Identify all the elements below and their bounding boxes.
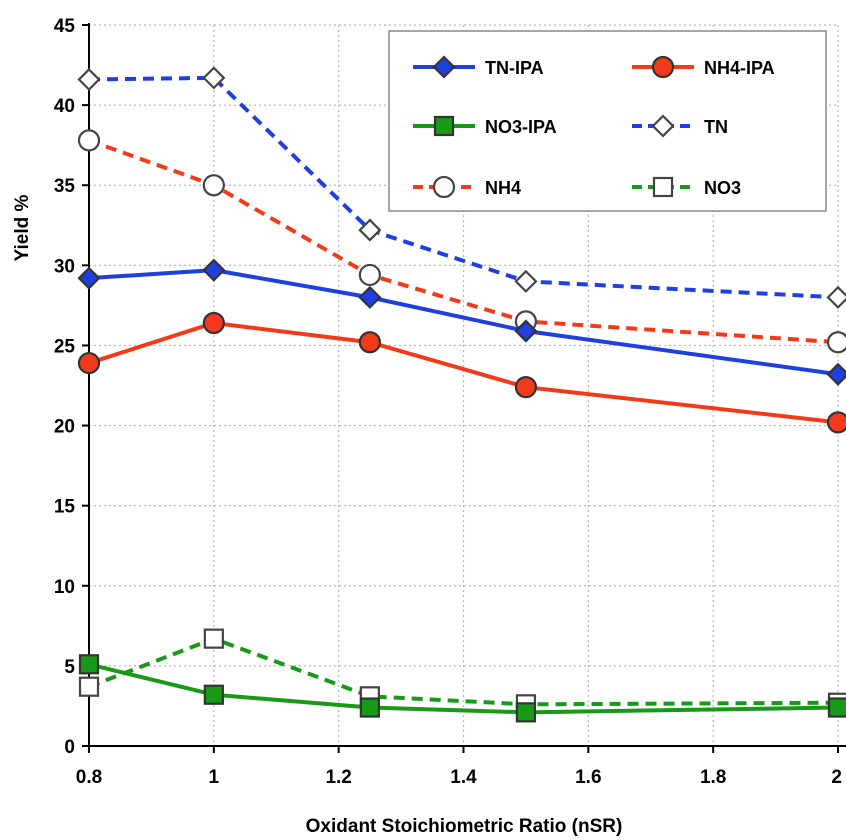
series-line [88,321,839,425]
legend-label: TN-IPA [485,58,544,78]
series-tn [77,66,846,309]
legend-marker [651,55,675,79]
data-point [514,269,538,293]
series-no3-ipa [78,654,846,723]
y-tick-label: 40 [54,96,75,117]
data-point [358,285,382,309]
data-point [202,311,225,335]
legend-marker [651,114,675,138]
y-tick-label: 30 [54,256,75,277]
legend-item: NH4 [413,175,521,199]
data-point [514,319,538,343]
legend-marker [433,115,455,137]
data-point [826,411,846,434]
data-point [203,628,224,649]
legend-marker [432,175,456,199]
x-tick-label: 1.6 [575,767,601,788]
data-point [202,174,225,197]
x-tick-labels: 0.8 1 1.2 1.4 1.6 1.8 2 [76,767,842,788]
data-point [77,266,101,290]
data-point [359,697,380,718]
series-tn-ipa [77,258,846,386]
legend-marker [652,176,674,198]
legend-box [388,30,827,212]
legend-label: NO3-IPA [485,117,557,137]
y-tick-label: 0 [64,737,75,758]
x-tick-label: 1 [209,767,220,788]
series-group [77,66,846,723]
data-point [514,376,538,399]
y-tick-label: 45 [54,16,76,37]
x-tick-label: 1.8 [700,767,726,788]
legend-item: NO3-IPA [413,115,557,137]
data-point [78,676,100,697]
data-point [77,67,101,92]
legend-item: TN-IPA [413,55,544,79]
x-tick-label: 0.8 [76,767,102,788]
legend-item: NH4-IPA [632,55,775,79]
y-tick-label: 25 [54,336,76,357]
data-point [515,702,537,723]
x-axis-title: Oxidant Stoichiometric Ratio (nSR) [306,816,623,837]
y-tick-label: 35 [54,176,76,197]
y-tick-label: 20 [54,417,75,438]
data-point [203,684,224,705]
legend: TN-IPA NH4-IPA NO3-IPA TN NH4 NO3 [388,30,827,212]
y-tick-label: 5 [64,657,75,678]
legend-label: NH4-IPA [704,58,775,78]
data-point [202,258,226,282]
legend-item: NO3 [632,176,741,198]
series-nh4-ipa [77,311,846,434]
data-point [77,129,101,152]
x-tick-label: 1.2 [325,767,351,788]
data-point [358,263,381,287]
data-point [358,218,382,242]
y-tick-label: 10 [54,577,75,598]
data-point [77,351,101,375]
data-point [826,331,846,354]
y-tick-labels: 0 5 10 15 20 25 30 35 40 45 [54,16,76,758]
data-point [826,285,846,309]
legend-label: TN [704,117,728,137]
legend-label: NH4 [485,178,521,198]
data-point [358,331,381,354]
series-line [88,636,839,707]
x-tick-label: 1.4 [450,767,477,788]
data-point [78,654,100,675]
legend-marker [432,55,456,79]
y-axis-title: Yield % [12,194,33,261]
y-tick-label: 15 [54,497,76,518]
legend-item: TN [632,114,728,138]
data-point [827,697,846,718]
data-point [202,66,226,90]
x-tick-label: 2 [831,767,842,788]
legend-label: NO3 [704,178,741,198]
data-point [826,362,846,386]
